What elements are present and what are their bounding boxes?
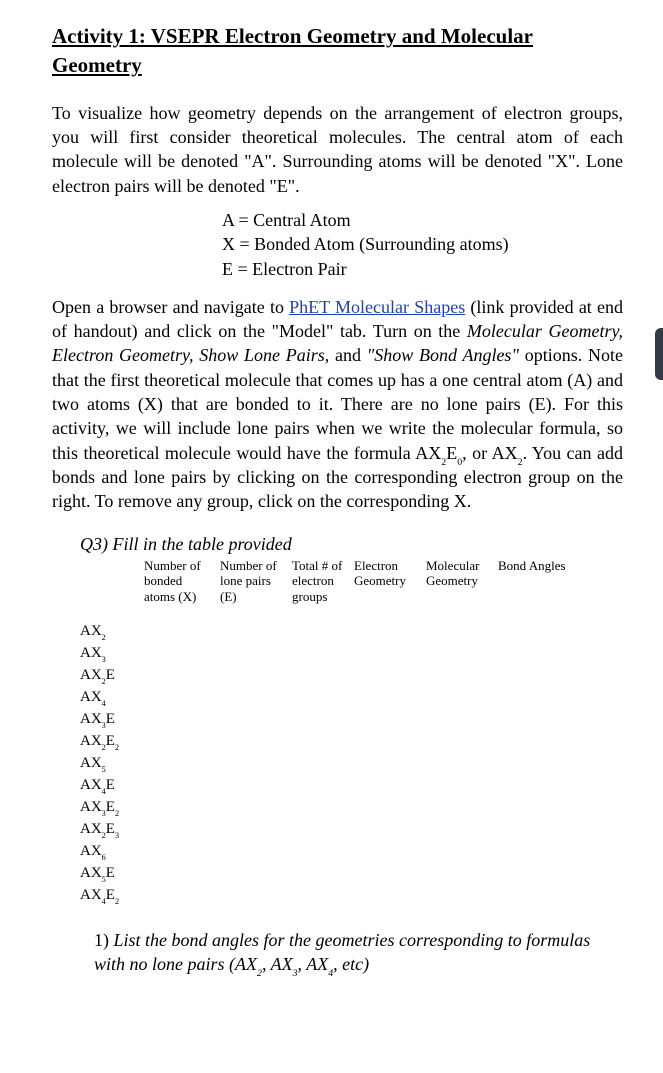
para2-c: and — [329, 345, 366, 365]
table-row: AX3E2 — [80, 797, 623, 818]
q1-text: 1) List the bond angles for the geometri… — [94, 928, 623, 977]
table-row: AX5E — [80, 863, 623, 884]
q3-table: Number of bonded atoms (X) Number of lon… — [80, 558, 623, 906]
table-row: AX2E3 — [80, 819, 623, 840]
notation-block: A = Central Atom X = Bonded Atom (Surrou… — [222, 208, 623, 281]
q1-sub2: 2 — [257, 968, 262, 979]
notation-e: E = Electron Pair — [222, 257, 623, 281]
sub-2: 2 — [441, 457, 446, 468]
para2-italic2: "Show Bond Angles" — [367, 345, 519, 365]
sub-0: 0 — [457, 457, 462, 468]
sub-2b: 2 — [518, 457, 523, 468]
q1-b: , AX — [262, 954, 293, 974]
q1-d: , etc) — [333, 954, 369, 974]
table-row: AX2E — [80, 665, 623, 686]
table-row: AX3E — [80, 709, 623, 730]
q1-number: 1) — [94, 930, 114, 950]
phet-link[interactable]: PhET Molecular Shapes — [289, 297, 465, 317]
q1-sub3: 3 — [293, 968, 298, 979]
para2-e: E — [446, 443, 457, 463]
table-row: AX6 — [80, 841, 623, 862]
q1-c: , AX — [298, 954, 329, 974]
table-row: AX4 — [80, 687, 623, 708]
table-row: AX2 — [80, 621, 623, 642]
th-mgeom: Molecular Geometry — [426, 558, 498, 605]
table-row: AX4E — [80, 775, 623, 796]
th-bonded: Number of bonded atoms (X) — [144, 558, 220, 605]
th-egeom: Electron Geometry — [354, 558, 426, 605]
notation-x: X = Bonded Atom (Surrounding atoms) — [222, 232, 623, 256]
table-row: AX3 — [80, 643, 623, 664]
para2-f: , or AX — [462, 443, 517, 463]
side-tab-icon[interactable] — [655, 328, 663, 380]
th-angles: Bond Angles — [498, 558, 580, 605]
notation-a: A = Central Atom — [222, 208, 623, 232]
q3-heading: Q3) Fill in the table provided — [80, 532, 623, 556]
instructions-paragraph: Open a browser and navigate to PhET Mole… — [52, 295, 623, 514]
table-row: AX2E2 — [80, 731, 623, 752]
para2-a: Open a browser and navigate to — [52, 297, 289, 317]
table-row: AX5 — [80, 753, 623, 774]
activity-title: Activity 1: VSEPR Electron Geometry and … — [52, 22, 623, 81]
table-row: AX4E2 — [80, 885, 623, 906]
table-body: AX2AX3AX2EAX4AX3EAX2E2AX5AX4EAX3E2AX2E3A… — [80, 621, 623, 906]
th-lonepairs: Number of lone pairs (E) — [220, 558, 292, 605]
th-total: Total # of electron groups — [292, 558, 354, 605]
q1-sub4: 4 — [328, 968, 333, 979]
intro-paragraph: To visualize how geometry depends on the… — [52, 101, 623, 198]
table-header-row: Number of bonded atoms (X) Number of lon… — [80, 558, 623, 605]
